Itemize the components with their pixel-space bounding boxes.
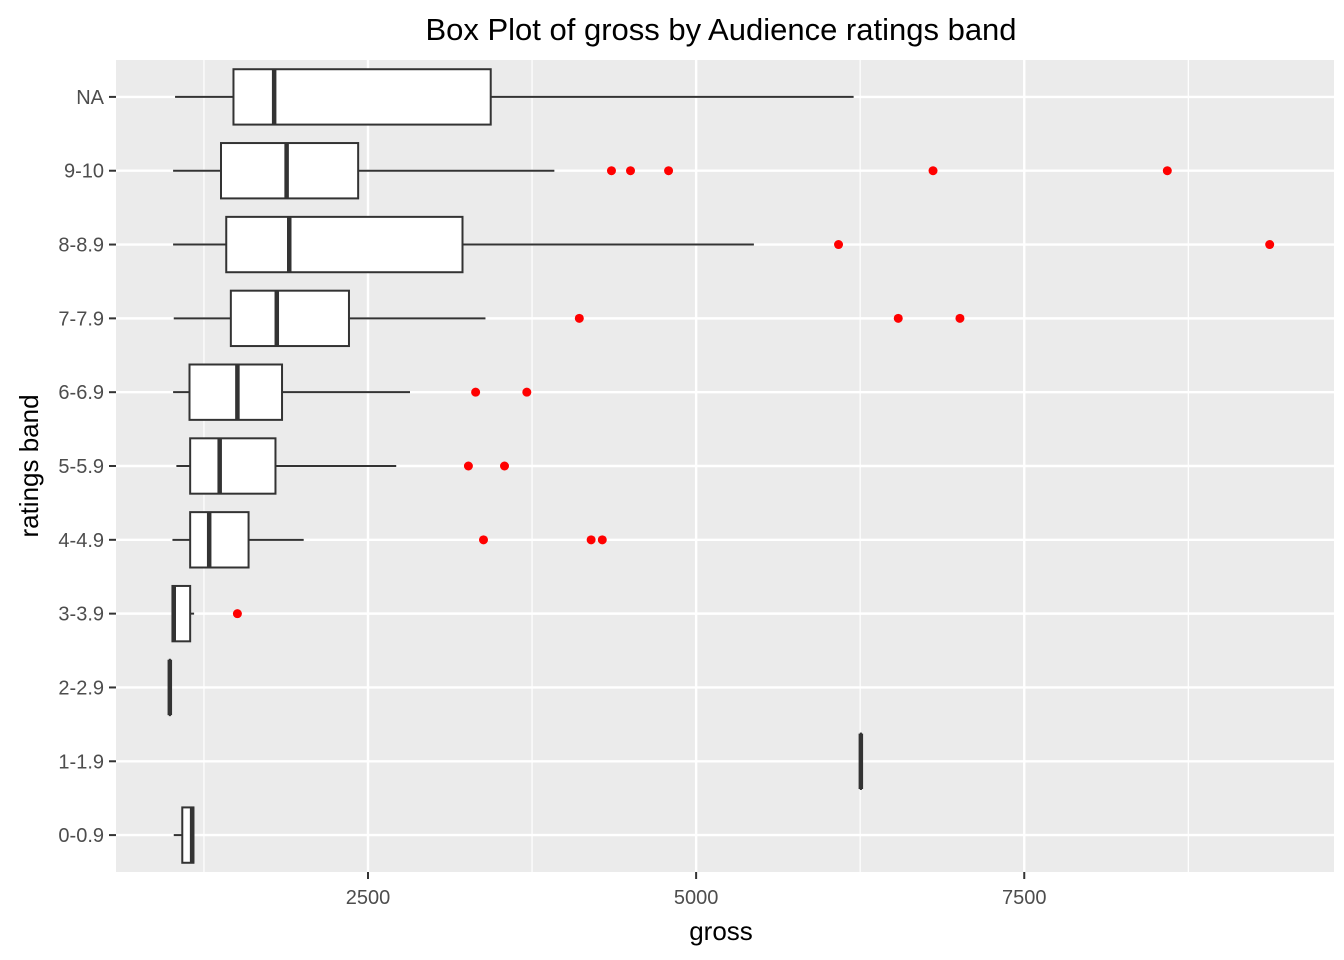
x-axis: 2500 5000 7500 xyxy=(346,872,1047,909)
y-tick-label: 0-0.9 xyxy=(58,825,104,847)
y-tick-label: 5-5.9 xyxy=(58,456,104,478)
y-tick-label: 7-7.9 xyxy=(58,308,104,330)
box-iqr xyxy=(189,511,250,569)
outlier-point xyxy=(955,313,965,323)
box-0-0.9 xyxy=(173,806,195,864)
outlier-point xyxy=(232,609,242,619)
outlier-point xyxy=(928,166,938,176)
outlier-point xyxy=(586,535,596,545)
outlier-point xyxy=(463,461,473,471)
y-tick-label: 9-10 xyxy=(64,161,104,183)
x-tick-label: 5000 xyxy=(674,887,719,909)
outlier-point xyxy=(606,166,616,176)
box-8-8.9 xyxy=(173,215,1275,274)
box-3-3.9 xyxy=(171,584,242,643)
y-tick-label: 4-4.9 xyxy=(58,530,104,552)
x-tick-label: 7500 xyxy=(1002,887,1047,909)
box-6-6.9 xyxy=(173,363,532,421)
y-tick-label: 8-8.9 xyxy=(58,235,104,257)
box-7-7.9 xyxy=(173,289,965,348)
y-tick-label: 6-6.9 xyxy=(58,382,104,404)
outlier-point xyxy=(500,461,509,471)
y-axis: 0-0.9 1-1.9 2-2.9 3-3.9 4-4.9 5-5.9 6-6.9 7-7.9… xyxy=(58,87,116,847)
x-axis-title: gross xyxy=(689,916,753,946)
y-axis-title: ratings band xyxy=(14,394,44,537)
outlier-point xyxy=(1265,240,1275,250)
chart-title: Box Plot of gross by Audience ratings ba… xyxy=(425,12,1016,47)
y-tick-label: 2-2.9 xyxy=(58,677,104,699)
x-tick-label: 2500 xyxy=(346,887,391,909)
box-iqr xyxy=(225,215,464,274)
outlier-point xyxy=(626,166,635,176)
box-9-10 xyxy=(173,142,1172,200)
outlier-point xyxy=(664,166,674,176)
y-tick-label: 3-3.9 xyxy=(58,604,104,626)
box-NA xyxy=(175,68,854,126)
outlier-point xyxy=(522,387,532,397)
box-iqr xyxy=(220,142,360,200)
outlier-point xyxy=(479,535,488,545)
box-iqr xyxy=(229,289,350,348)
outlier-point xyxy=(574,313,584,323)
outlier-point xyxy=(834,240,844,250)
box-iqr xyxy=(189,437,277,495)
y-tick-label: 1-1.9 xyxy=(58,751,104,773)
outlier-point xyxy=(597,535,607,545)
box-4-4.9 xyxy=(172,511,607,569)
box-5-5.9 xyxy=(176,437,509,495)
outlier-point xyxy=(471,387,481,397)
y-tick-label: NA xyxy=(76,87,104,109)
outlier-point xyxy=(893,313,903,323)
boxes-layer xyxy=(167,68,1275,864)
outlier-point xyxy=(1162,166,1172,176)
grid-lines xyxy=(116,60,1334,872)
